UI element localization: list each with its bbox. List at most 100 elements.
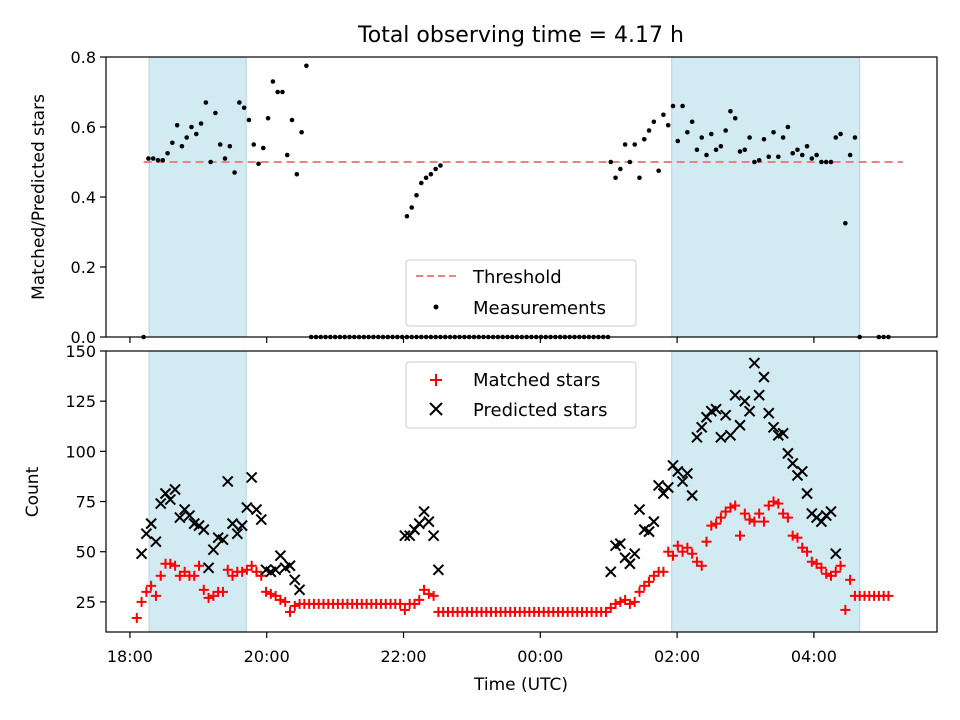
matched-stars-point <box>615 596 626 607</box>
bot-shaded-interval-0 <box>149 351 247 632</box>
measurements-point <box>414 192 419 198</box>
measurements-point <box>828 159 834 165</box>
matched-stars-point <box>682 542 693 553</box>
predicted-stars-point <box>226 517 239 530</box>
measurements-point <box>423 175 429 181</box>
measurements-point <box>217 142 223 147</box>
matched-stars-point <box>414 594 425 605</box>
measurements-point <box>804 143 810 149</box>
measurements-point <box>256 161 261 167</box>
measurements-point <box>838 131 843 137</box>
x-tick-label: 20:00 <box>244 647 290 666</box>
measurements-point <box>438 163 443 168</box>
matched-stars-point <box>835 560 846 571</box>
matched-stars-point <box>280 596 291 607</box>
predicted-stars-point <box>672 465 684 478</box>
predicted-stars-point <box>164 493 176 506</box>
measurements-point <box>790 150 795 156</box>
top-y-tick-label: 0.8 <box>71 48 96 67</box>
matched-stars-point <box>284 606 295 617</box>
predicted-stars-point <box>289 574 301 586</box>
predicted-stars-point <box>758 371 770 383</box>
matched-stars-point <box>428 590 439 601</box>
predicted-stars-point <box>399 529 411 542</box>
measurements-point <box>433 166 438 172</box>
measurements-point <box>780 135 786 140</box>
measurements-point <box>728 108 733 114</box>
matched-stars-point <box>758 516 769 527</box>
matched-stars-point <box>806 556 817 567</box>
predicted-stars-point <box>432 564 445 576</box>
matched-stars-point <box>610 598 621 609</box>
matched-stars-point <box>830 566 841 577</box>
predicted-stars-point <box>145 517 157 530</box>
bottom-plot-frame <box>105 350 938 633</box>
measurements-point <box>627 159 633 165</box>
predicted-stars-point <box>652 479 665 492</box>
matched-stars-point <box>265 588 276 599</box>
measurements-point <box>170 140 175 146</box>
measurements-point <box>852 135 858 140</box>
top-y-tick-label: 0.0 <box>71 328 96 347</box>
measurements-point <box>251 142 257 147</box>
matched-stars-point <box>629 596 640 607</box>
matched-stars-point <box>816 562 827 573</box>
top-shaded-interval-0 <box>149 57 247 337</box>
measurements-point <box>618 166 623 172</box>
predicted-stars-point <box>140 527 153 540</box>
matched-stars-point <box>155 570 166 581</box>
matched-stars-point <box>146 580 157 591</box>
matched-stars-point <box>711 518 722 529</box>
measurements-point <box>819 159 824 165</box>
top-y-tick-label: 0.6 <box>71 118 96 137</box>
predicted-stars-point <box>662 481 674 494</box>
predicted-stars-point <box>691 431 703 444</box>
bot-y-tick-label: 25 <box>76 593 96 612</box>
measurements-point <box>241 105 247 111</box>
measurements-point <box>265 115 271 121</box>
measurements-point <box>685 129 690 135</box>
predicted-stars-point <box>174 511 186 524</box>
predicted-stars-point <box>686 489 698 502</box>
legend-measurements-swatch <box>433 304 439 310</box>
measurements-point <box>708 131 714 137</box>
predicted-stars-point <box>222 475 234 488</box>
measurements-point <box>699 135 705 140</box>
measurements-point <box>198 121 204 126</box>
measurements-point <box>651 119 657 125</box>
measurements-point <box>737 149 743 154</box>
predicted-stars-point <box>748 357 761 369</box>
measurements-point <box>713 147 719 153</box>
predicted-stars-point <box>207 544 220 556</box>
predicted-stars-point <box>710 403 722 415</box>
predicted-stars-point <box>796 465 808 478</box>
matched-stars-point <box>256 570 267 581</box>
predicted-stars-point <box>786 457 799 470</box>
matched-stars-point <box>715 512 726 523</box>
measurements-point <box>261 145 266 151</box>
predicted-stars-point <box>284 560 296 572</box>
measurements-point <box>814 152 819 158</box>
predicted-stars-point <box>250 503 263 516</box>
measurements-point <box>795 147 800 153</box>
predicted-stars-point <box>255 513 267 526</box>
measurements-point <box>222 156 228 161</box>
predicted-stars-point <box>198 523 210 536</box>
predicted-stars-point <box>739 395 751 407</box>
matched-stars-point <box>203 592 214 603</box>
measurements-point <box>632 142 637 147</box>
measurements-point <box>146 156 151 161</box>
bot-y-tick-label: 75 <box>76 493 96 512</box>
matched-stars-point <box>802 546 813 557</box>
measurements-point <box>641 136 647 142</box>
predicted-stars-point <box>643 525 655 538</box>
matched-stars-point <box>845 574 856 585</box>
measurements-point <box>761 136 767 142</box>
x-tick-label: 22:00 <box>380 647 426 666</box>
measurements-point <box>665 122 671 128</box>
measurements-point <box>404 213 410 219</box>
matched-stars-point <box>395 598 406 609</box>
x-tick-label: 04:00 <box>791 647 837 666</box>
matched-stars-point <box>634 586 645 597</box>
